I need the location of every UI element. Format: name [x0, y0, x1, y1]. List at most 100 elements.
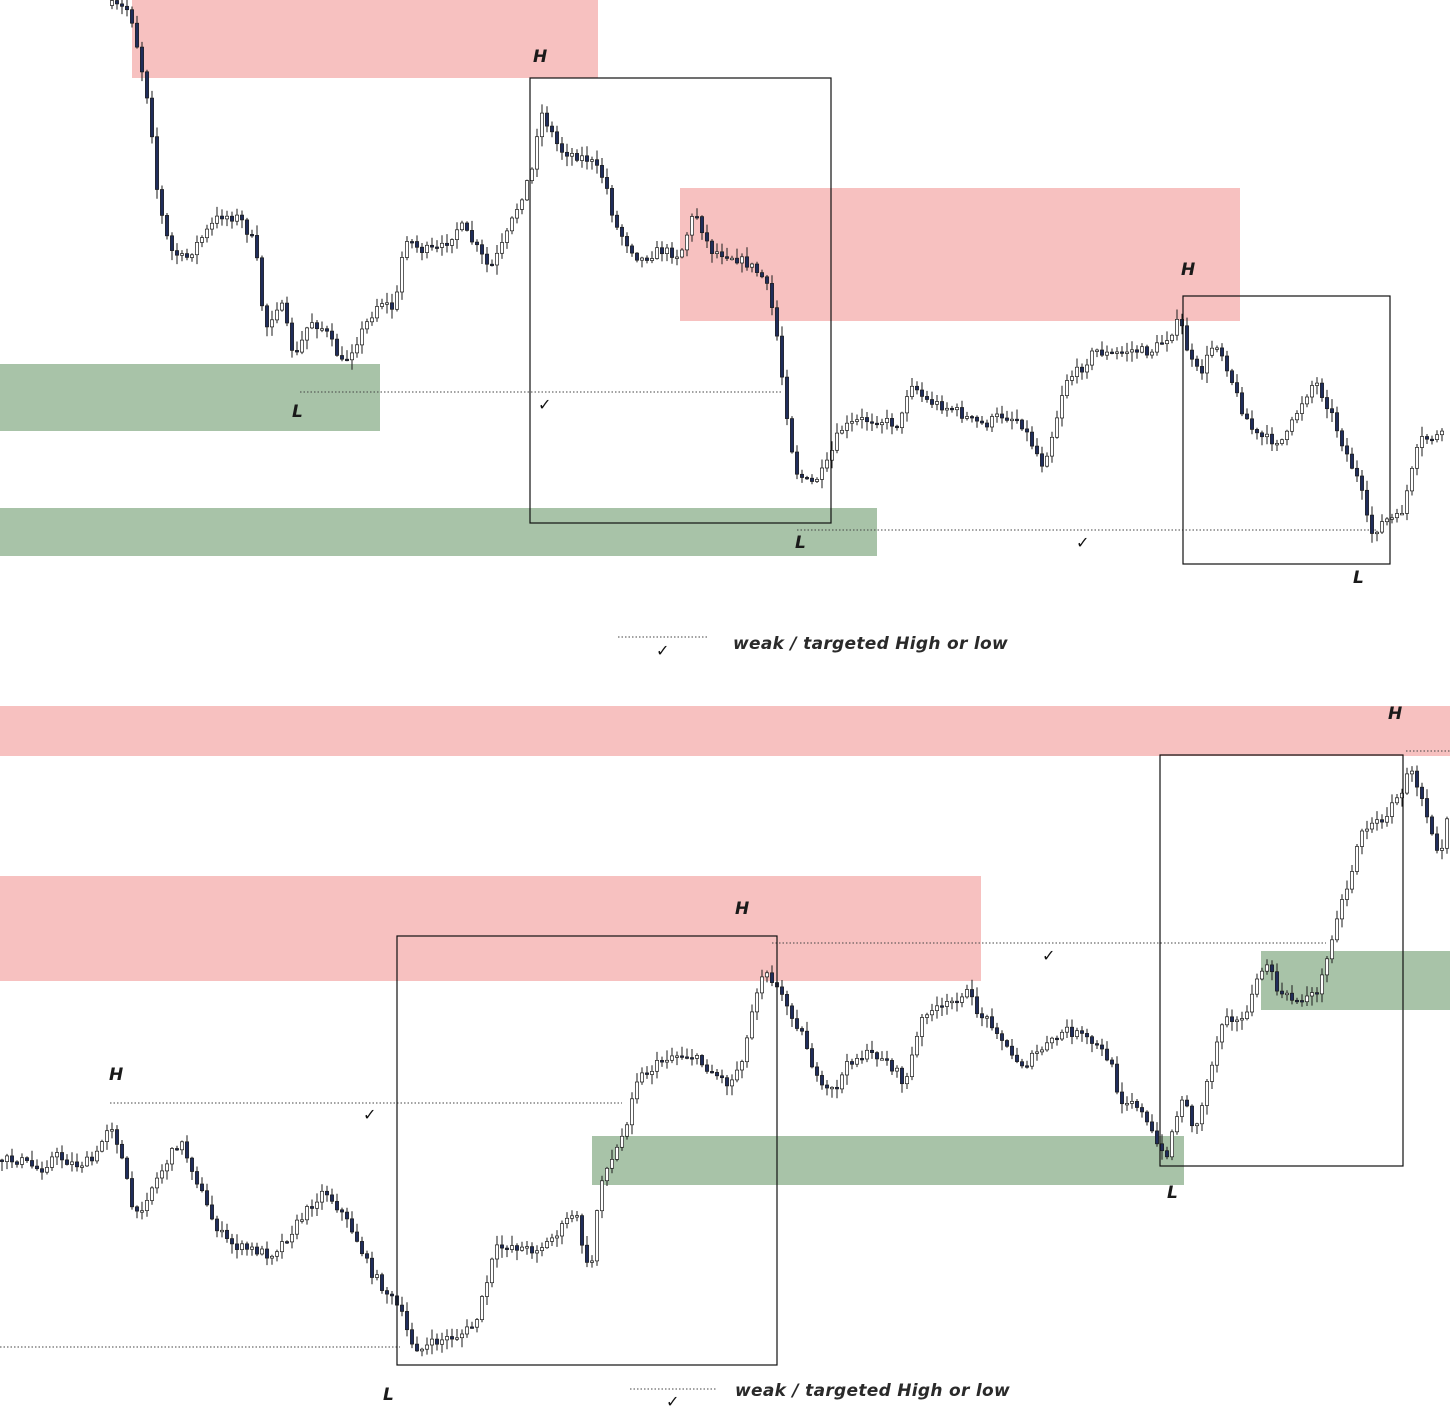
candle-body — [550, 1237, 554, 1242]
candle-body — [380, 303, 384, 307]
candle-body — [235, 1243, 239, 1250]
candle-body — [155, 1177, 159, 1189]
candle-body — [700, 216, 704, 234]
candle-body — [500, 242, 504, 254]
candle-body — [405, 241, 409, 258]
candle-body — [445, 242, 449, 246]
candle-body — [325, 1190, 329, 1196]
range-box — [396, 935, 778, 1366]
candle-body — [305, 327, 309, 341]
candle-body — [300, 339, 304, 353]
candle-body — [185, 1141, 189, 1159]
candle-body — [1345, 445, 1349, 455]
candle-body — [760, 272, 764, 278]
candle-body — [245, 219, 249, 235]
candle-body — [925, 1014, 929, 1018]
candle-body — [475, 1319, 479, 1328]
candle-body — [1240, 392, 1244, 415]
candle-body — [1065, 1026, 1069, 1033]
candle-body — [165, 1163, 169, 1172]
candle-body — [1105, 1048, 1109, 1061]
candle-body — [290, 1233, 294, 1243]
candle-body — [530, 1246, 534, 1254]
supply-zone — [0, 706, 1450, 756]
candle-body — [240, 1243, 244, 1250]
candle-body — [350, 1218, 354, 1233]
candle-body — [1080, 1030, 1084, 1034]
candle-body — [420, 246, 424, 253]
candle-body — [930, 1010, 934, 1016]
candle-body — [445, 1336, 449, 1341]
candle-body — [690, 1057, 694, 1060]
candle-body — [820, 1075, 824, 1086]
candle-body — [1290, 419, 1294, 432]
candle-body — [300, 1219, 304, 1222]
candle-body — [205, 1190, 209, 1206]
candle-body — [1430, 816, 1434, 835]
candle-body — [840, 1074, 844, 1090]
candle-body — [705, 232, 709, 242]
candle-body — [1235, 1019, 1239, 1022]
candle-body — [1235, 382, 1239, 394]
candle-body — [1145, 346, 1149, 356]
candle-body — [1140, 346, 1144, 353]
candle-body — [900, 1067, 904, 1085]
candle-body — [1265, 433, 1269, 438]
candle-body — [320, 1190, 324, 1203]
candle-body — [915, 1036, 919, 1056]
candle-body — [1130, 349, 1134, 353]
candle-body — [660, 247, 664, 255]
candle-body — [220, 215, 224, 220]
candle-body — [215, 1218, 219, 1232]
candle-body — [1025, 428, 1029, 433]
candle-body — [210, 1204, 214, 1220]
candle-body — [305, 1206, 309, 1221]
candle-body — [525, 180, 529, 201]
candle-body — [1390, 517, 1394, 520]
candle-body — [1100, 1044, 1104, 1050]
candle-body — [1010, 418, 1014, 422]
candle-body — [120, 1143, 124, 1159]
candle-body — [1425, 798, 1429, 818]
candle-body — [1200, 366, 1204, 374]
legend: ✓ weak / targeted High or low — [630, 1381, 1010, 1408]
candle-body — [1270, 964, 1274, 973]
candle-body — [130, 1178, 134, 1208]
candle-body — [875, 1052, 879, 1060]
candle-body — [600, 165, 604, 178]
candle-body — [1300, 403, 1304, 414]
candle-body — [920, 389, 924, 397]
candle-body — [250, 1246, 254, 1250]
candle-body — [175, 1148, 179, 1151]
candle-body — [1200, 1105, 1204, 1125]
candle-body — [335, 1201, 339, 1211]
candle-body — [910, 385, 914, 397]
candle-body — [760, 976, 764, 994]
candle-body — [345, 1211, 349, 1220]
candle-body — [625, 1124, 629, 1137]
swing-high-label: H — [109, 1065, 123, 1085]
candle-body — [1220, 347, 1224, 357]
candle-body — [170, 235, 174, 251]
candle-body — [310, 322, 314, 329]
candle-body — [485, 1282, 489, 1297]
candle-body — [1330, 939, 1334, 960]
candle-body — [1360, 830, 1364, 847]
candle-body — [580, 155, 584, 161]
candle-body — [750, 1011, 754, 1039]
candle-body — [1405, 490, 1409, 514]
candle-body — [115, 1129, 119, 1145]
check-mark: ✓ — [1076, 533, 1089, 552]
candle-body — [860, 1058, 864, 1061]
candle-body — [495, 1244, 499, 1260]
candle-body — [1410, 468, 1414, 492]
candle-body — [520, 1246, 524, 1251]
candle-body — [35, 1165, 39, 1170]
candle-body — [1125, 1103, 1129, 1106]
candle-body — [1050, 436, 1054, 457]
candle-body — [980, 1013, 984, 1019]
candle-body — [1000, 413, 1004, 419]
candle-body — [550, 125, 554, 133]
candle-body — [1255, 429, 1259, 434]
candle-body — [790, 1005, 794, 1019]
